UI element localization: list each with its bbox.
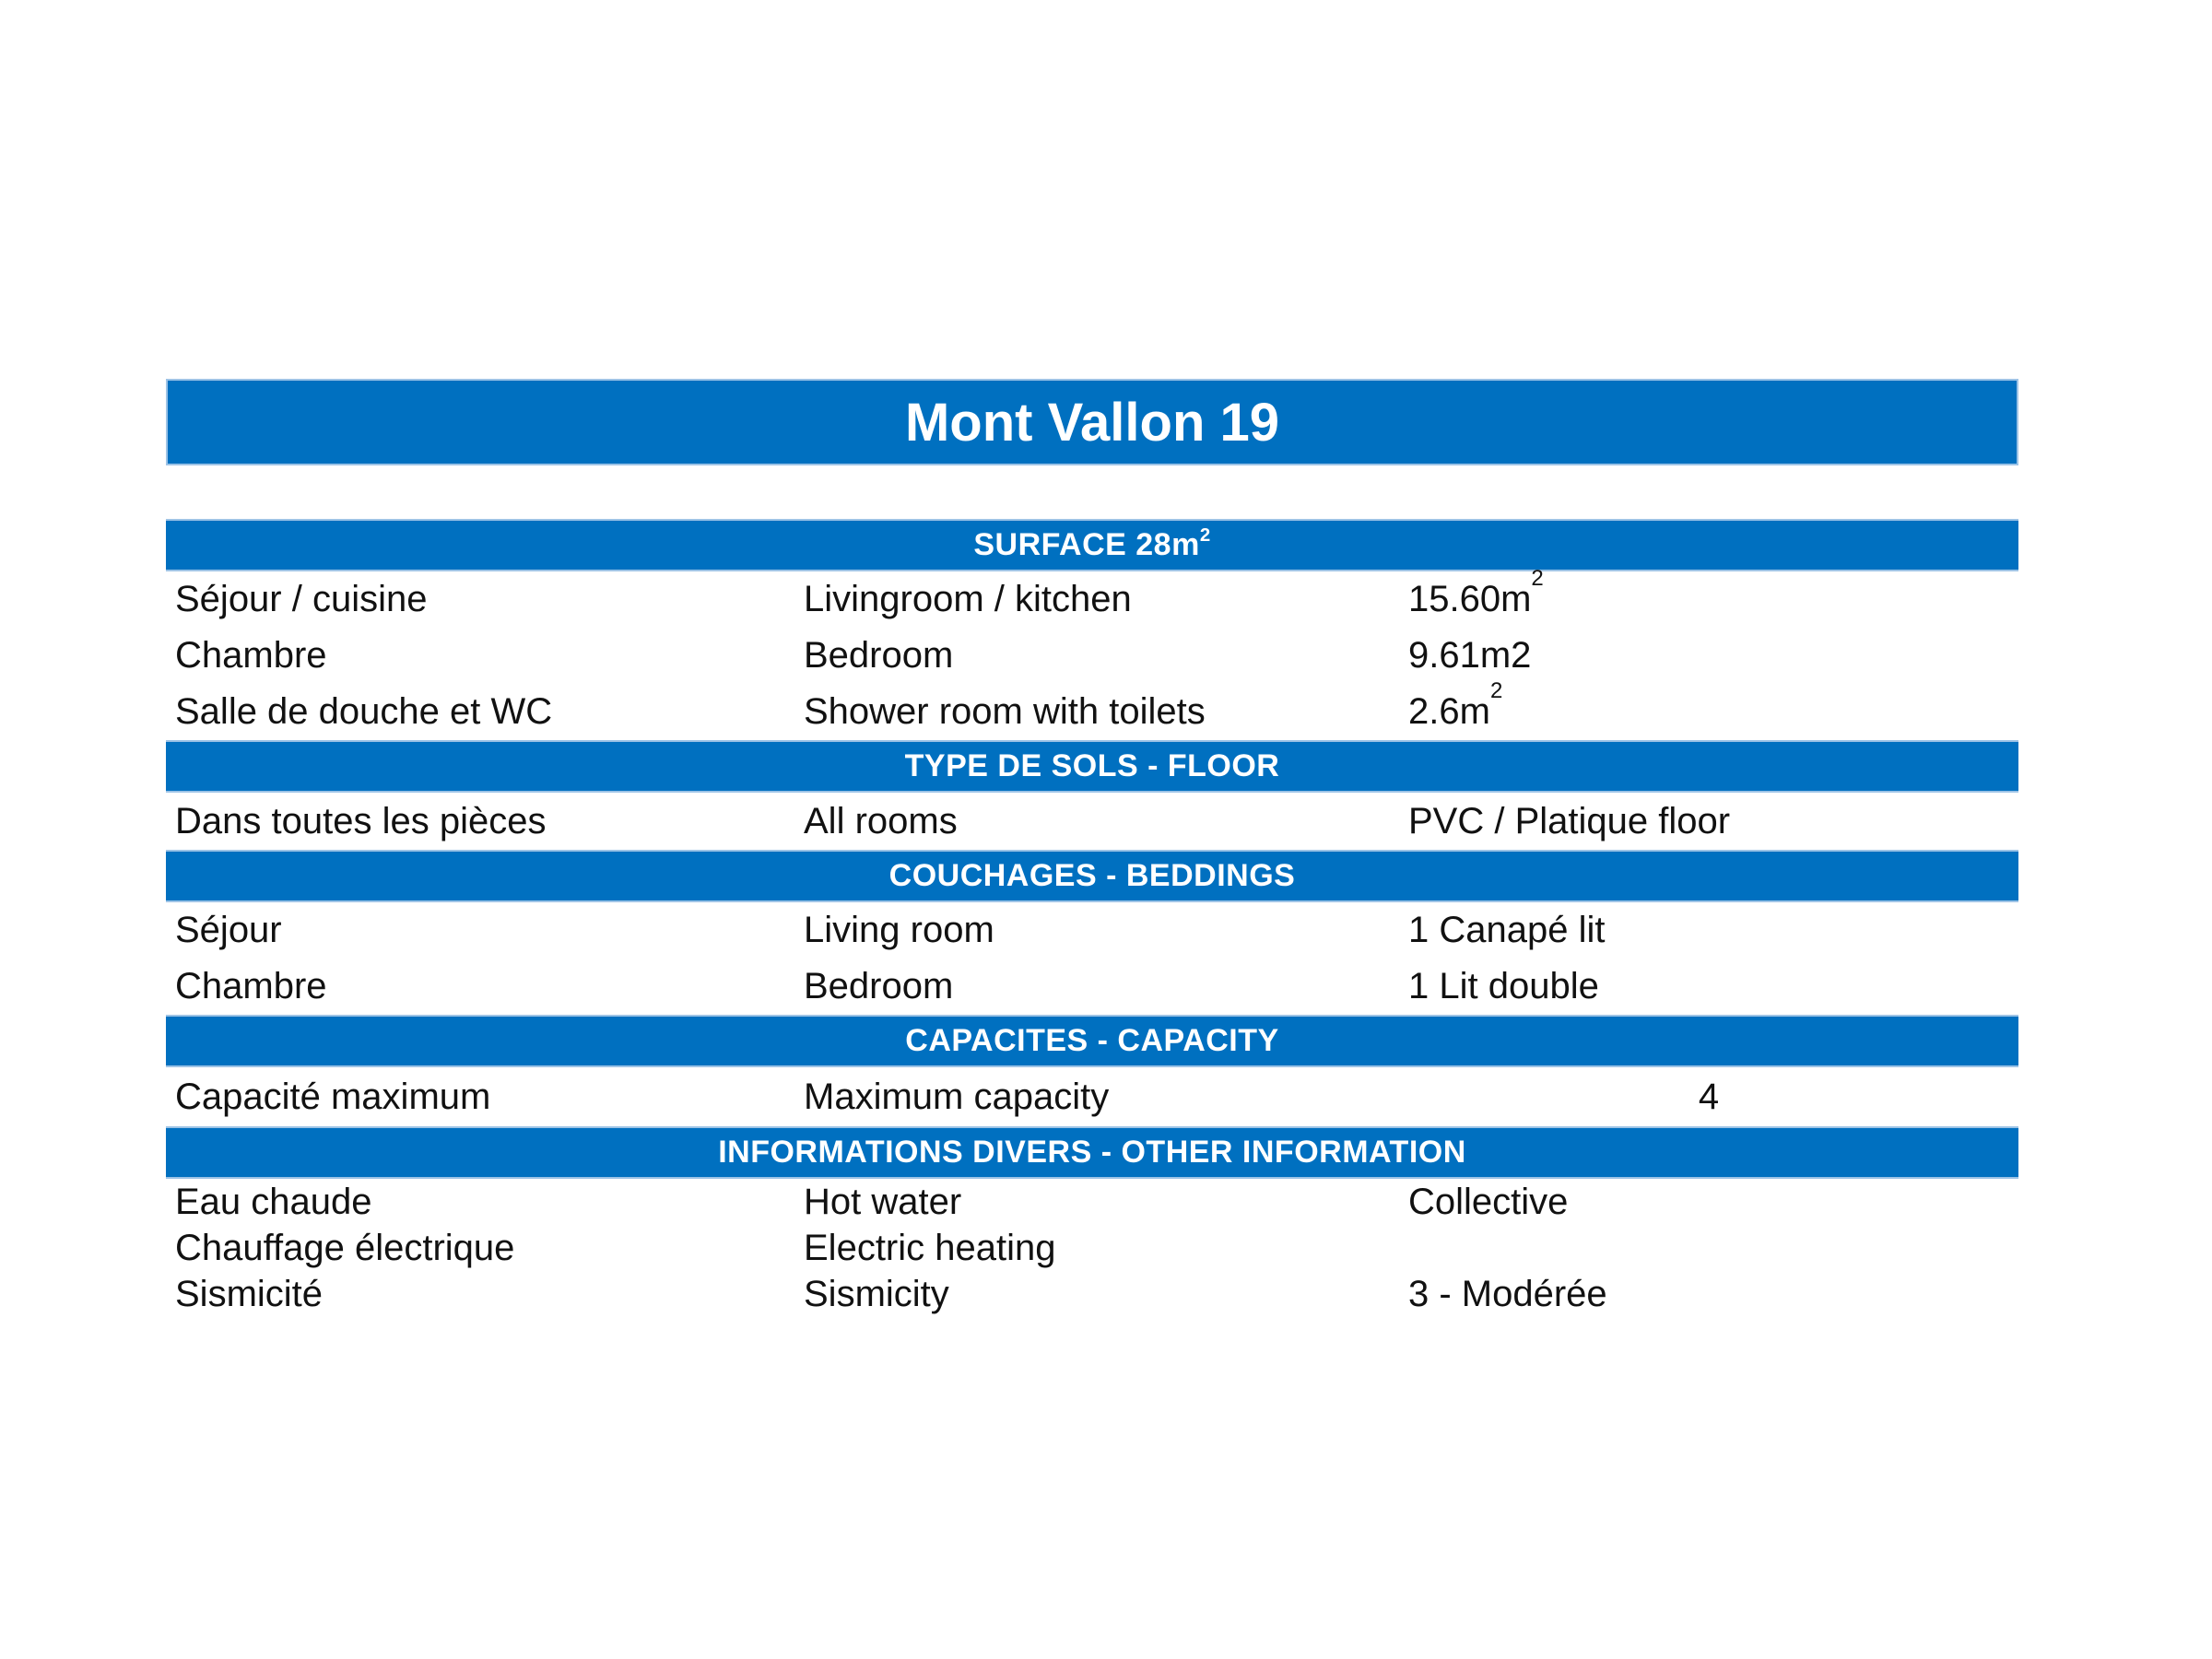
value-cell: PVC / Platique floor bbox=[1399, 801, 2018, 842]
table-row: Chambre Bedroom 1 Lit double bbox=[166, 959, 2018, 1015]
value-cell: 2.6m2 bbox=[1399, 680, 2018, 733]
table-row: Séjour / cuisine Livingroom / kitchen 15… bbox=[166, 568, 2018, 628]
section-capacity: CAPACITES - CAPACITY Capacité maximum Ma… bbox=[166, 1015, 2018, 1126]
table-row: Capacité maximum Maximum capacity 4 bbox=[166, 1067, 2018, 1126]
label-en: Maximum capacity bbox=[804, 1076, 1110, 1117]
label-en: Living room bbox=[804, 910, 994, 950]
section-header-surface: SURFACE 28m 2 bbox=[166, 519, 2018, 571]
label-fr: Séjour / cuisine bbox=[175, 579, 428, 619]
table-row: Salle de douche et WC Shower room with t… bbox=[166, 680, 2018, 740]
label-fr: Eau chaude bbox=[175, 1181, 372, 1222]
section-header-text: COUCHAGES - BEDDINGS bbox=[888, 858, 1296, 893]
section-header-floor: TYPE DE SOLS - FLOOR bbox=[166, 740, 2018, 793]
value-sup: 2 bbox=[1489, 678, 1503, 704]
value-cell: 3 - Modérée bbox=[1399, 1274, 2018, 1315]
section-header-other-information: INFORMATIONS DIVERS - OTHER INFORMATION bbox=[166, 1126, 2018, 1179]
label-en: Bedroom bbox=[804, 635, 954, 676]
label-en: All rooms bbox=[804, 800, 958, 841]
section-header-capacity: CAPACITES - CAPACITY bbox=[166, 1015, 2018, 1067]
label-en: Shower room with toilets bbox=[804, 691, 1206, 732]
label-fr: Sismicité bbox=[175, 1273, 324, 1314]
page-title: Mont Vallon 19 bbox=[904, 392, 1280, 453]
section-header-text: CAPACITES - CAPACITY bbox=[905, 1023, 1279, 1058]
value-cell: 1 Lit double bbox=[1399, 966, 2018, 1007]
label-fr: Salle de douche et WC bbox=[175, 691, 553, 732]
table-row: Chauffage électrique Electric heating bbox=[166, 1225, 2018, 1271]
table-row: Chambre Bedroom 9.61m2 bbox=[166, 628, 2018, 684]
table-row: Eau chaude Hot water Collective bbox=[166, 1179, 2018, 1225]
value-cell: Collective bbox=[1399, 1182, 2018, 1223]
section-header-text: SURFACE 28m bbox=[973, 527, 1200, 562]
label-en: Livingroom / kitchen bbox=[804, 579, 1132, 619]
value-text: 3 - Modérée bbox=[1408, 1273, 1607, 1314]
value-sup: 2 bbox=[1531, 566, 1544, 592]
value-text: 4 bbox=[1698, 1076, 1720, 1117]
label-en: Electric heating bbox=[804, 1227, 1056, 1268]
section-floor: TYPE DE SOLS - FLOOR Dans toutes les piè… bbox=[166, 740, 2018, 850]
label-fr: Chauffage électrique bbox=[175, 1227, 515, 1268]
value-cell: 1 Canapé lit bbox=[1399, 910, 2018, 951]
table-row: Séjour Living room 1 Canapé lit bbox=[166, 902, 2018, 959]
section-surface: SURFACE 28m 2 Séjour / cuisine Livingroom… bbox=[166, 519, 2018, 740]
label-fr: Dans toutes les pièces bbox=[175, 800, 547, 841]
table-row: Sismicité Sismicity 3 - Modérée bbox=[166, 1271, 2018, 1317]
value-cell: 9.61m2 bbox=[1399, 635, 2018, 677]
label-fr: Chambre bbox=[175, 635, 327, 676]
value-cell: 4 bbox=[1399, 1077, 2018, 1118]
label-en: Bedroom bbox=[804, 966, 954, 1006]
title-gap bbox=[166, 465, 2018, 519]
value-cell: 15.60m2 bbox=[1399, 568, 2018, 620]
section-other-information: INFORMATIONS DIVERS - OTHER INFORMATION … bbox=[166, 1126, 2018, 1317]
value-text: 15.60m bbox=[1408, 579, 1532, 619]
label-en: Hot water bbox=[804, 1181, 962, 1222]
label-fr: Chambre bbox=[175, 966, 327, 1006]
value-text: 1 Canapé lit bbox=[1408, 910, 1606, 950]
value-text: Collective bbox=[1408, 1181, 1569, 1222]
label-fr: Capacité maximum bbox=[175, 1076, 491, 1117]
section-beddings: COUCHAGES - BEDDINGS Séjour Living room … bbox=[166, 850, 2018, 1015]
section-header-text: INFORMATIONS DIVERS - OTHER INFORMATION bbox=[718, 1135, 1466, 1170]
value-text: PVC / Platique floor bbox=[1408, 800, 1731, 841]
property-info-sheet: Mont Vallon 19 SURFACE 28m 2 Séjour / cui… bbox=[166, 379, 2018, 1317]
value-text: 1 Lit double bbox=[1408, 966, 1599, 1006]
table-row: Dans toutes les pièces All rooms PVC / P… bbox=[166, 793, 2018, 850]
value-text: 9.61m2 bbox=[1408, 635, 1532, 676]
value-text: 2.6m bbox=[1408, 691, 1490, 732]
section-header-beddings: COUCHAGES - BEDDINGS bbox=[166, 850, 2018, 902]
label-fr: Séjour bbox=[175, 910, 282, 950]
title-bar: Mont Vallon 19 bbox=[166, 379, 2018, 465]
section-header-text: TYPE DE SOLS - FLOOR bbox=[904, 748, 1280, 783]
label-en: Sismicity bbox=[804, 1273, 949, 1314]
